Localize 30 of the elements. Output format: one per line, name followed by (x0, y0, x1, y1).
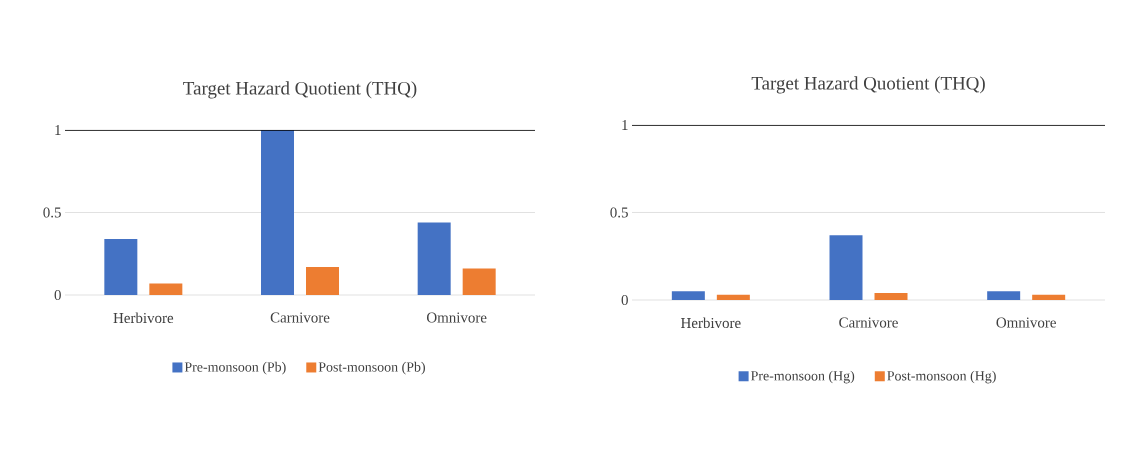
legend-label: Post-monsoon (Hg) (887, 370, 996, 384)
y-tick-label: 1 (622, 120, 628, 130)
legend-label: Post-monsoon (Pb) (318, 361, 425, 375)
x-tick-label: Omnivore (426, 312, 487, 323)
legend-label: Pre-monsoon (Hg) (750, 370, 855, 384)
x-tick-label: Carnivore (839, 317, 898, 328)
chart-title: Target Hazard Quotient (THQ) (183, 81, 417, 99)
bar (417, 222, 451, 295)
y-tick-label: 0 (54, 289, 61, 301)
bar (874, 293, 908, 300)
chart-title: Target Hazard Quotient (THQ) (751, 76, 985, 94)
bar (149, 283, 183, 295)
bar (261, 130, 294, 295)
x-tick-label: Herbivore (680, 317, 741, 329)
bar (987, 291, 1021, 300)
bar (1032, 294, 1066, 300)
y-tick-label: 0 (621, 294, 628, 306)
x-tick-label: Carnivore (270, 312, 330, 323)
x-tick-label: Omnivore (996, 317, 1056, 328)
x-tick-label: Herbivore (113, 312, 174, 324)
legend-label: Pre-monsoon (Pb) (184, 361, 286, 375)
bar (671, 291, 705, 300)
bar (716, 294, 750, 300)
y-tick-label: 0.5 (43, 207, 61, 218)
y-tick-label: 0.5 (610, 207, 628, 218)
bar (104, 238, 138, 295)
bar (829, 235, 863, 300)
bar (306, 266, 339, 295)
y-tick-label: 1 (55, 125, 61, 135)
bar (462, 268, 496, 295)
